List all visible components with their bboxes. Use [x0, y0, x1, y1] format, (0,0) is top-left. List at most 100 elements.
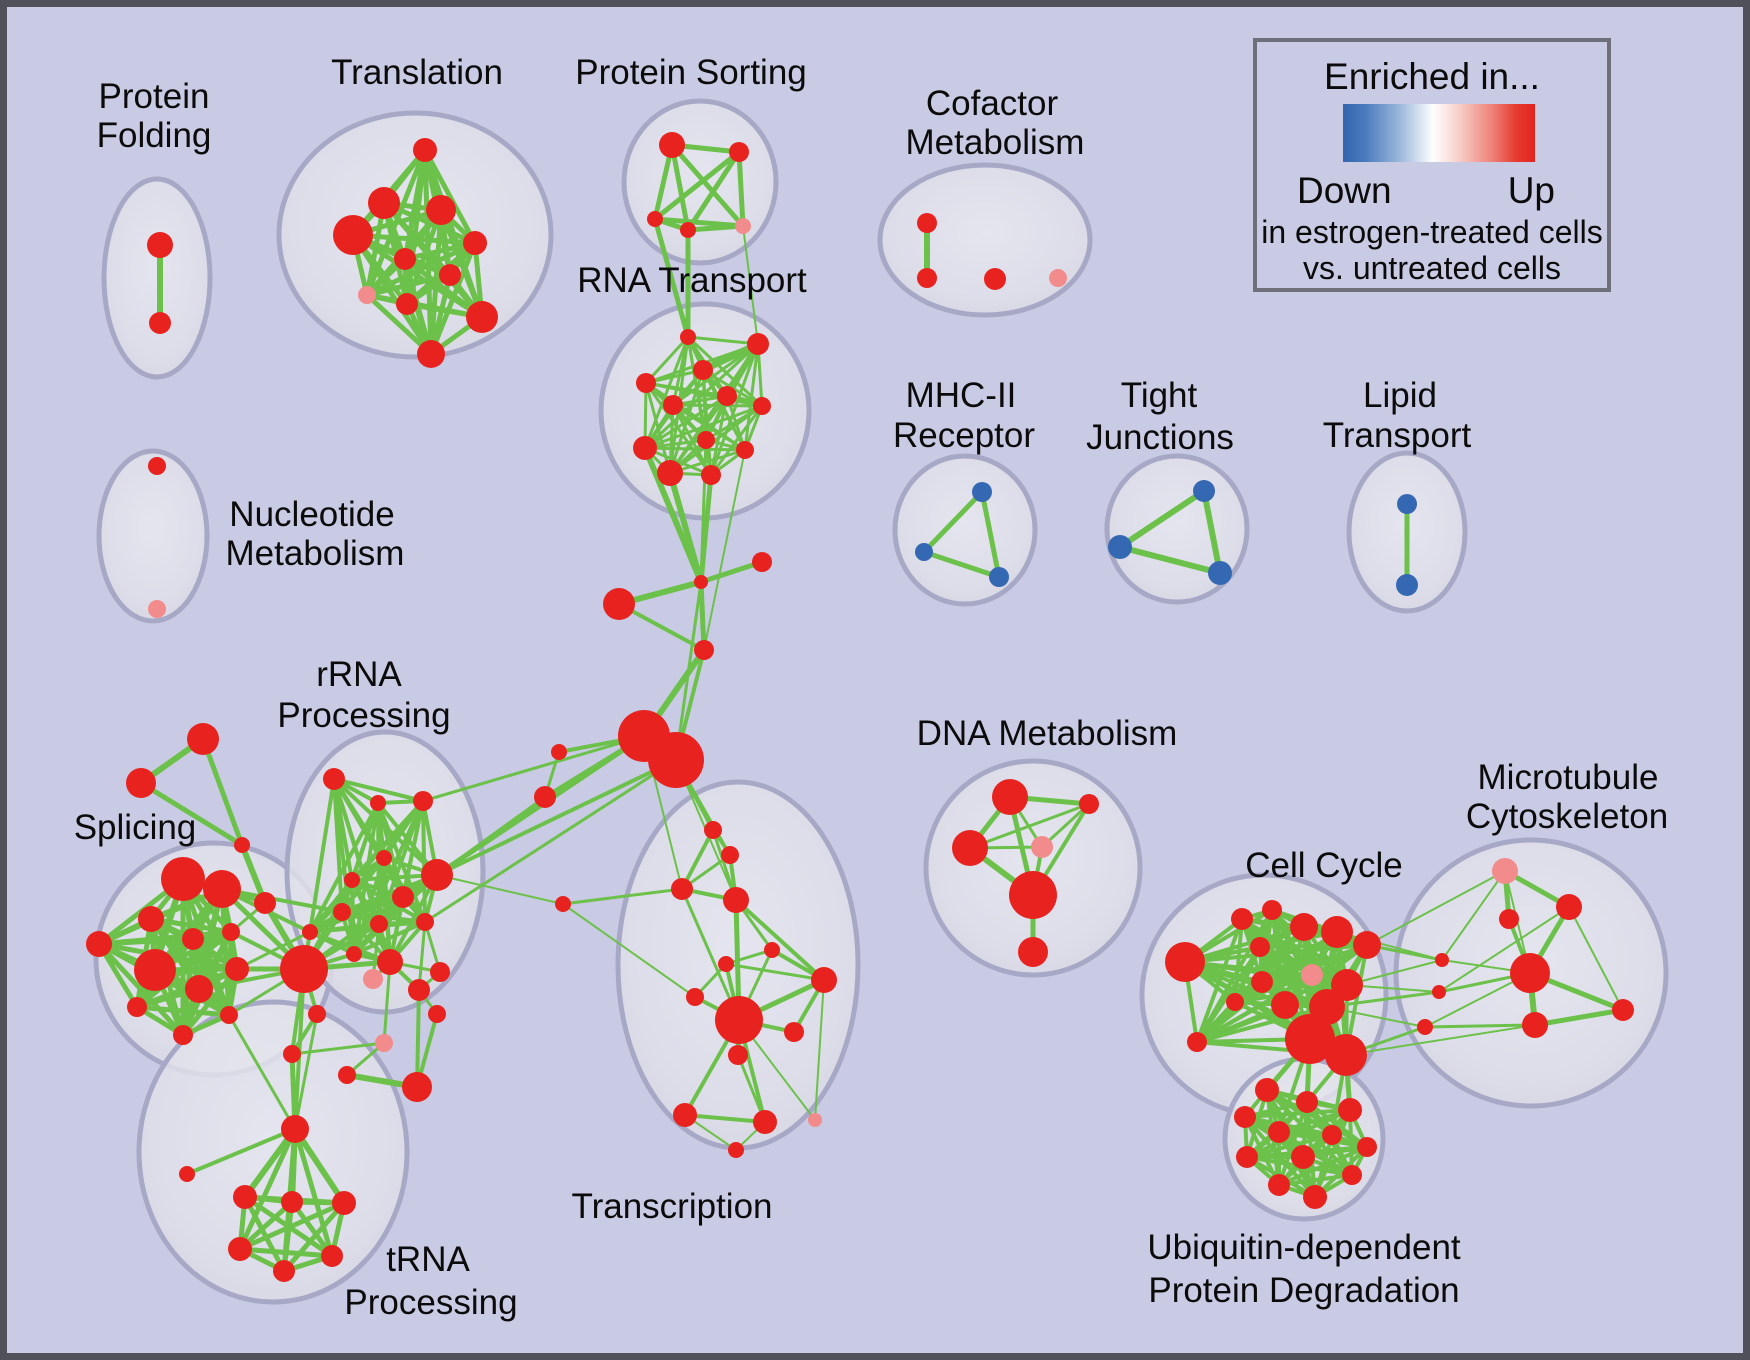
- edge-rr10-hub2: [423, 758, 678, 924]
- node-ps1: [659, 132, 685, 158]
- edge-ps2-ps4: [685, 149, 742, 233]
- edge-ps2-ps3: [652, 149, 742, 222]
- edge-th-tn4: [292, 1126, 347, 1206]
- node-rt11: [657, 460, 683, 486]
- edge-rt6-rt11: [668, 394, 729, 475]
- node-tx9: [715, 996, 763, 1044]
- edge-tx4-tx7: [734, 898, 826, 982]
- cluster-label-cofactor-metabolism-line2: Metabolism: [906, 123, 1085, 162]
- node-tn6: [321, 1245, 343, 1267]
- node-rr2: [370, 795, 386, 811]
- node-sp12: [173, 1025, 193, 1045]
- node-rr7: [392, 886, 414, 908]
- node-mt3: [1499, 909, 1519, 929]
- edge-tx1-tx3: [680, 828, 715, 891]
- node-ub4: [1234, 1106, 1256, 1128]
- node-tx12: [673, 1103, 697, 1127]
- node-mt2: [1556, 894, 1582, 920]
- node-cc7: [1250, 937, 1270, 957]
- node-rt6: [717, 386, 737, 406]
- node-rr15: [363, 969, 383, 989]
- node-tl10: [466, 301, 498, 333]
- node-rt7: [753, 397, 771, 415]
- edge-rt1-rt4: [644, 335, 690, 385]
- node-tb1: [283, 1045, 301, 1063]
- edge-ps4-ps5: [685, 223, 746, 233]
- node-sp3: [138, 906, 164, 932]
- cluster-label-trna-processing-line1: tRNA: [386, 1240, 470, 1279]
- edge-tr2-tr3: [138, 780, 245, 848]
- node-sp1: [161, 857, 205, 901]
- cluster-label-rrna-processing-line1: rRNA: [316, 655, 402, 694]
- node-rt8: [697, 431, 715, 449]
- node-bd2: [1432, 985, 1446, 999]
- edge-cc13-bd2: [1325, 990, 1441, 1009]
- node-pf1: [147, 232, 173, 258]
- cluster-label-ubiquitin-degradation-line2: Protein Degradation: [1148, 1271, 1459, 1310]
- node-ub5: [1268, 1121, 1290, 1143]
- edge-rt7-rt10: [643, 404, 764, 450]
- edge-tn0-rr6: [436, 874, 564, 905]
- edge-rt2-rt10: [643, 342, 760, 450]
- node-tl3: [426, 195, 456, 225]
- edge-rt11-ch1: [667, 470, 704, 585]
- node-ch6: [534, 786, 556, 808]
- edge-rt1-rt2: [686, 335, 760, 346]
- edge-ps1-ps4: [669, 142, 691, 233]
- node-rt10: [633, 436, 657, 460]
- edge-ps2-ps5: [736, 149, 746, 229]
- node-mt5: [1522, 1012, 1548, 1038]
- edge-cc6-cc7: [1258, 943, 1369, 949]
- edge-tl8-tl11: [364, 292, 434, 357]
- cluster-label-transcription-line1: Transcription: [572, 1187, 773, 1226]
- edge-ch3-ch4: [617, 602, 706, 652]
- edge-cc10-bd1: [1346, 959, 1443, 986]
- node-rr8: [333, 903, 351, 921]
- cluster-label-nucleotide-metabolism-line2: Metabolism: [226, 534, 405, 573]
- cluster-label-rna-transport-line1: RNA Transport: [577, 261, 807, 300]
- cluster-label-dna-metabolism-line1: DNA Metabolism: [917, 714, 1178, 753]
- node-cc4: [1290, 913, 1318, 941]
- node-rr3: [413, 791, 433, 811]
- edge-tl5-tl11: [428, 240, 478, 357]
- edge-tl6-tl10: [402, 256, 485, 320]
- node-ps2: [729, 142, 749, 162]
- edge-mt2-mt6: [1568, 906, 1624, 1011]
- edge-mh1-mh3: [979, 489, 1002, 580]
- node-rr11: [302, 924, 318, 940]
- node-ch3: [603, 588, 635, 620]
- node-ch1: [694, 575, 708, 589]
- edge-sp6-sp12: [96, 941, 186, 1038]
- edge-rt1-rt7: [686, 335, 764, 408]
- node-rr6: [421, 859, 453, 891]
- edge-cc12-cc14: [1195, 1003, 1287, 1044]
- edge-tn3-tn6: [289, 1199, 335, 1259]
- node-ub3: [1338, 1098, 1362, 1122]
- node-nm2: [148, 600, 166, 618]
- edge-th-sp11: [227, 1013, 297, 1131]
- node-tl9: [396, 293, 418, 315]
- node-cc8: [1301, 964, 1323, 986]
- edge-ps5-rt2: [742, 225, 759, 345]
- edge-ub10-ub11: [1277, 1173, 1354, 1187]
- node-gg: [280, 945, 328, 993]
- edge-th-tn5: [237, 1126, 298, 1252]
- node-cc6: [1353, 931, 1381, 959]
- edge-ub3-ub4: [1243, 1108, 1352, 1119]
- edge-rt4-rt12: [644, 381, 713, 477]
- edge-rt5-rt7: [671, 403, 764, 408]
- cluster-label-lipid-transport-line2: Transport: [1323, 416, 1472, 455]
- node-tr1: [187, 723, 219, 755]
- node-ub2: [1296, 1091, 1318, 1113]
- node-rr10: [416, 913, 434, 931]
- node-sp11: [220, 1006, 238, 1024]
- node-mt4: [1510, 953, 1550, 993]
- edge-rt2-rt12: [709, 342, 760, 477]
- cluster-label-nucleotide-metabolism-line1: Nucleotide: [229, 495, 394, 534]
- edge-tb1-rr19: [290, 1041, 386, 1056]
- edge-bd2-mt2: [1438, 906, 1570, 993]
- node-rr21: [402, 1072, 432, 1102]
- edge-th-rr14: [293, 1012, 319, 1131]
- node-sp4: [182, 928, 204, 950]
